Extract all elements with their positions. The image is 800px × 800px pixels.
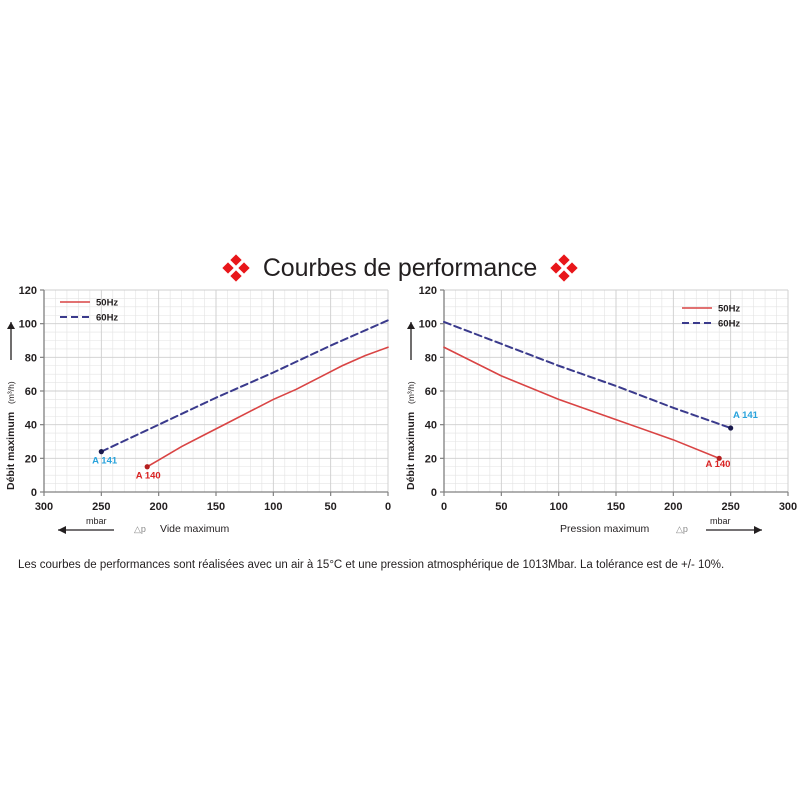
x-tick-label: 250 (721, 501, 739, 513)
diamond-cluster-icon-right (550, 254, 578, 282)
x-tick-label: 200 (664, 501, 682, 513)
y-axis-arrow-icon (407, 322, 415, 360)
x-tick-label: 300 (779, 501, 797, 513)
y-axis-title-text: Débit maximum (405, 412, 417, 490)
legend-label-50hz: 50Hz (96, 298, 118, 309)
series-line-60hz (100, 319, 389, 453)
page-title: Courbes de performance (0, 248, 800, 288)
legend: 50Hz 60Hz (682, 304, 740, 330)
legend: 50Hz 60Hz (60, 298, 118, 324)
x-axis-title-text: Vide maximum (160, 523, 229, 535)
y-axis-unit-text: (m³/h) (406, 381, 416, 404)
series-line-60hz (443, 320, 732, 430)
y-tick-label: 40 (25, 420, 37, 432)
y-tick-label: 0 (431, 487, 437, 499)
x-axis-arrow-icon (58, 526, 114, 534)
x-axis-delta-p-icon: △p (676, 524, 688, 534)
y-tick-label: 120 (19, 285, 37, 297)
chart-content: 0 20 40 60 80 100 120 300 250 200 150 100 50 0 A 141 A … (5, 285, 391, 535)
x-tick-label: 150 (207, 501, 225, 513)
y-tick-label: 80 (25, 352, 37, 364)
annotation-a-141: A 141 (733, 410, 759, 421)
annotation-a-140: A 140 (136, 471, 161, 482)
x-axis-unit-text: mbar (710, 516, 731, 526)
plot-area-pression-maximum: 0 20 40 60 80 100 120 0 50 100 150 200 250 300 A 141 A … (400, 284, 800, 536)
y-tick-label: 100 (419, 319, 437, 331)
x-tick-label: 100 (549, 501, 567, 513)
x-axis-title-text: Pression maximum (560, 523, 650, 535)
y-axis-title: Débit maximum (m³/h) (5, 322, 17, 490)
x-tick-label: 0 (385, 501, 391, 513)
legend-label-60hz: 60Hz (718, 319, 740, 330)
y-tick-label: 60 (425, 386, 437, 398)
y-tick-label: 80 (425, 352, 437, 364)
x-tick-label: 250 (92, 501, 110, 513)
x-axis-arrow-icon (706, 526, 762, 534)
diamond-cluster-icon-left (222, 254, 250, 282)
legend-label-60hz: 60Hz (96, 313, 118, 324)
plot-area-vide-maximum: 0 20 40 60 80 100 120 300 250 200 150 100 50 0 A 141 A … (0, 284, 400, 536)
legend-label-50hz: 50Hz (718, 304, 740, 315)
annotation-a-140: A 140 (705, 459, 730, 470)
series-line-50hz (443, 346, 720, 460)
endpoint-marker-a-141 (98, 449, 104, 455)
y-axis-arrow-icon (7, 322, 15, 360)
series-line-50hz (146, 346, 389, 468)
endpoint-marker-a-141 (728, 425, 734, 431)
page-title-text: Courbes de performance (262, 253, 538, 282)
chart-svg-vide-maximum: 0 20 40 60 80 100 120 300 250 200 150 100 50 0 A 141 A … (5, 285, 391, 535)
y-tick-label: 40 (425, 420, 437, 432)
y-axis-unit-text: (m³/h) (6, 381, 16, 404)
endpoint-marker-a-140 (144, 464, 150, 470)
y-axis-title: Débit maximum (m³/h) (405, 322, 417, 490)
y-tick-label: 20 (425, 453, 437, 465)
x-axis-title: mbar △p Vide maximum (58, 516, 229, 535)
x-tick-label: 150 (607, 501, 625, 513)
chart-pression-maximum: 0 20 40 60 80 100 120 0 50 100 150 200 250 300 A 141 A … (400, 284, 800, 536)
footnote-text: Les courbes de performances sont réalisé… (18, 559, 725, 571)
x-axis-title: Pression maximum △p mbar (560, 516, 762, 535)
y-tick-label: 0 (31, 487, 37, 499)
y-tick-label: 120 (419, 285, 437, 297)
y-tick-label: 100 (19, 319, 37, 331)
chart-vide-maximum: 0 20 40 60 80 100 120 300 250 200 150 100 50 0 A 141 A … (0, 284, 400, 536)
y-tick-label: 60 (25, 386, 37, 398)
y-axis-title-text: Débit maximum (5, 412, 17, 490)
endpoint-marker-a-140 (716, 455, 722, 461)
x-tick-label: 50 (495, 501, 507, 513)
x-axis-unit-text: mbar (86, 516, 107, 526)
x-tick-label: 300 (35, 501, 53, 513)
chart-content: 0 20 40 60 80 100 120 0 50 100 150 200 250 300 A 141 A … (405, 285, 797, 535)
x-tick-label: 200 (149, 501, 167, 513)
x-tick-label: 0 (441, 501, 447, 513)
chart-svg-pression-maximum: 0 20 40 60 80 100 120 0 50 100 150 200 250 300 A 141 A … (405, 285, 797, 535)
x-tick-label: 50 (325, 501, 337, 513)
annotation-a-141: A 141 (92, 455, 118, 466)
y-tick-label: 20 (25, 453, 37, 465)
x-tick-label: 100 (264, 501, 282, 513)
x-axis-delta-p-icon: △p (134, 524, 146, 534)
